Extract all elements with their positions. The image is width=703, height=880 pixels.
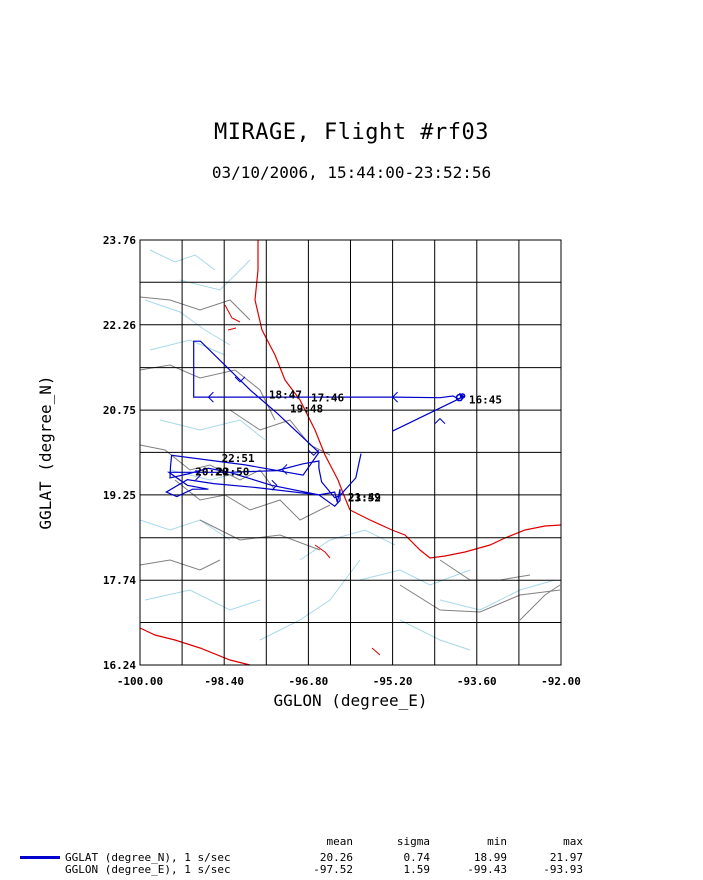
river-line: [259, 559, 361, 641]
direction-arrow: [391, 391, 398, 403]
state-border-line: [399, 584, 561, 613]
flight-track-chart: -100.00 -98.40 -96.80 -95.20 -93.60 -92.00 16.…: [36, 234, 581, 710]
river-line: [399, 619, 471, 651]
state-border-line: [519, 584, 561, 621]
stats-header-mean: mean: [326, 835, 354, 848]
y-tick-label: 23.76: [103, 234, 136, 247]
chart-title: MIRAGE, Flight #rf03: [214, 120, 489, 145]
stats-min: -99.43: [467, 863, 507, 876]
river-line: [149, 249, 216, 271]
state-border-line: [439, 559, 531, 581]
stats-row-gglon: GGLON (degree_E), 1 s/sec -97.52 1.59 -9…: [0, 863, 703, 876]
coastline-island: [314, 544, 381, 656]
y-tick-label: 22.26: [103, 319, 136, 332]
stats-max: 21.97: [549, 851, 583, 864]
river-line: [149, 339, 226, 356]
river-line: [139, 519, 231, 541]
stats-header-sigma: sigma: [396, 835, 430, 848]
plot-frame: [139, 239, 562, 666]
river-line: [159, 419, 266, 441]
time-label: 20:20: [195, 466, 228, 479]
direction-arrow: [308, 449, 320, 457]
river-line: [144, 299, 231, 346]
flight-track-line: [164, 340, 465, 507]
x-tick-label: -93.60: [457, 675, 497, 688]
state-border-line: [139, 296, 251, 321]
x-tick-label: -96.80: [289, 675, 329, 688]
legend-line-blue: [20, 856, 60, 859]
coastline-island: [224, 304, 241, 331]
time-label: 22:50: [216, 466, 249, 479]
y-tick-label: 19.25: [103, 489, 136, 502]
stats-header-row: mean sigma min max: [0, 835, 703, 848]
stats-header-min: min: [487, 835, 507, 848]
y-tick-label: 17.74: [103, 574, 136, 587]
direction-arrow: [207, 391, 214, 403]
direction-arrow: [281, 464, 288, 475]
chart-subtitle: 03/10/2006, 15:44:00-23:52:56: [211, 163, 492, 182]
stats-sigma: 1.59: [403, 863, 431, 876]
track-loop-marker: [459, 393, 466, 399]
state-border-line: [139, 364, 276, 421]
x-tick-label: -95.20: [373, 675, 413, 688]
stats-row-label: GGLAT (degree_N), 1 s/sec: [65, 851, 231, 864]
time-label: 22:51: [222, 452, 255, 465]
state-border-line: [199, 519, 321, 551]
stats-min: 18.99: [473, 851, 507, 864]
y-tick-label: 16.24: [103, 659, 136, 672]
stats-max: -93.93: [543, 863, 583, 876]
y-tick-label: 20.75: [103, 404, 136, 417]
y-axis-label: GGLAT (degree_N): [36, 375, 55, 529]
flight-track-line: [392, 396, 464, 432]
river-line: [144, 589, 261, 611]
river-line: [359, 569, 471, 586]
direction-arrow: [271, 479, 278, 491]
stats-sigma: 0.74: [403, 851, 431, 864]
state-border-line: [229, 409, 331, 456]
state-border-line: [174, 479, 331, 521]
river-line: [439, 579, 556, 611]
state-border-line: [139, 444, 276, 491]
direction-arrow: [234, 376, 246, 383]
stats-row-gglat: GGLAT (degree_N), 1 s/sec 20.26 0.74 18.…: [0, 851, 703, 864]
stats-header-max: max: [563, 835, 583, 848]
river-line: [299, 529, 396, 561]
state-border-line: [139, 559, 221, 571]
direction-arrow: [195, 469, 202, 481]
direction-arrow: [434, 417, 446, 424]
coastline: [254, 240, 562, 559]
time-label: 21:49: [348, 491, 381, 504]
time-label: 16:45: [469, 393, 502, 406]
time-label: 23:52: [348, 492, 381, 505]
time-label: 19:48: [290, 402, 323, 415]
river-line: [179, 259, 251, 291]
time-label: 18:47: [269, 388, 302, 401]
coastline: [139, 627, 251, 666]
stats-mean: -97.52: [313, 863, 353, 876]
river-line: [169, 469, 251, 481]
time-label: 17:46: [311, 392, 344, 405]
stats-row-label: GGLON (degree_E), 1 s/sec: [65, 863, 231, 876]
stats-mean: 20.26: [319, 851, 353, 864]
x-tick-label: -98.40: [204, 675, 244, 688]
x-axis-label: GGLON (degree_E): [273, 691, 427, 710]
x-tick-label: -92.00: [541, 675, 581, 688]
x-tick-label: -100.00: [117, 675, 163, 688]
